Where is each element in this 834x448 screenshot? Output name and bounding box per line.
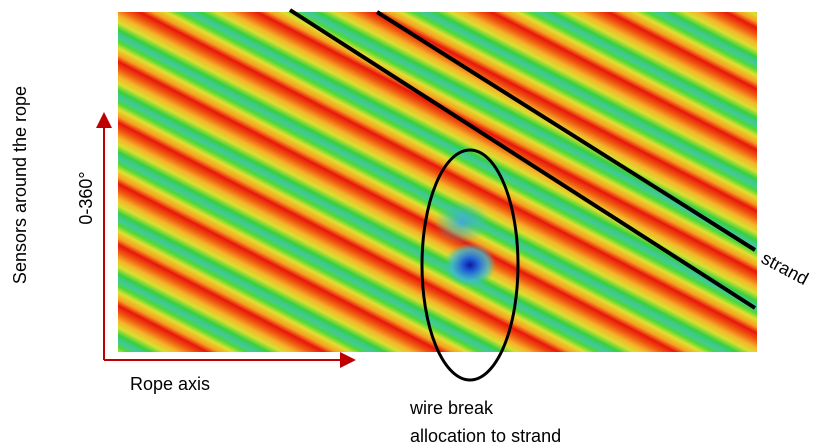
strand-label: strand <box>758 248 812 289</box>
highlight-ellipse <box>420 148 520 382</box>
wire-break-label: wire break <box>409 398 494 418</box>
allocation-label: allocation to strand <box>410 426 561 446</box>
y-range: 0-360° <box>76 171 96 224</box>
strand-line <box>288 8 757 310</box>
anomaly-spot <box>444 243 496 287</box>
strand-line <box>375 10 757 252</box>
anomaly-blob <box>434 200 490 244</box>
x-label: Rope axis <box>130 374 210 394</box>
y-label: Sensors around the rope <box>10 86 30 284</box>
